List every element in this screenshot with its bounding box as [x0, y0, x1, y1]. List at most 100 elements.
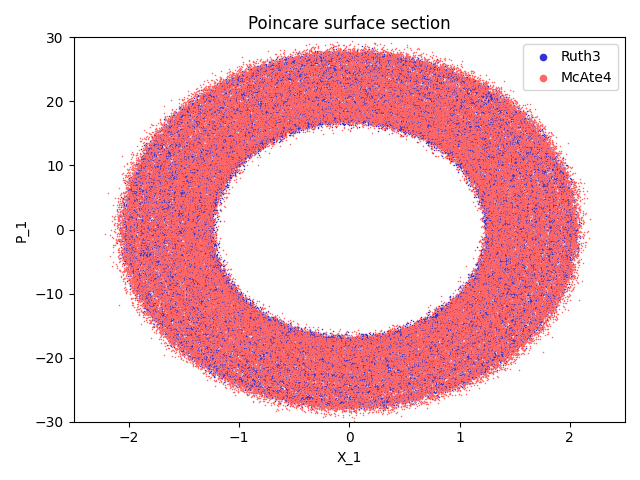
Point	[314, 377, 324, 384]
Point	[311, 81, 321, 89]
Point	[254, 369, 264, 377]
Point	[482, 106, 492, 113]
Point	[427, 328, 437, 336]
Point	[474, 116, 484, 123]
Point	[220, 298, 230, 305]
Point	[324, 334, 334, 342]
Point	[186, 249, 196, 257]
Ruth3	[518, 326, 528, 334]
Point	[545, 212, 556, 219]
Point	[327, 97, 337, 105]
Point	[243, 105, 253, 112]
Point	[459, 113, 469, 121]
Point	[291, 67, 301, 75]
McAte4	[275, 395, 285, 403]
Point	[268, 101, 278, 108]
Point	[467, 149, 477, 156]
Point	[316, 83, 326, 90]
Point	[290, 80, 300, 88]
Point	[154, 286, 164, 293]
Point	[457, 300, 467, 307]
Point	[447, 323, 457, 331]
Point	[157, 212, 167, 220]
Ruth3	[418, 389, 428, 397]
Ruth3	[230, 85, 240, 93]
Point	[317, 375, 328, 383]
Point	[490, 180, 500, 187]
Point	[371, 88, 381, 96]
Point	[213, 270, 223, 277]
Point	[403, 366, 413, 373]
Point	[405, 96, 415, 104]
Point	[434, 122, 444, 130]
Point	[438, 149, 448, 156]
McAte4	[536, 126, 547, 134]
Point	[248, 131, 258, 138]
Ruth3	[146, 138, 156, 146]
Ruth3	[540, 134, 550, 142]
Point	[328, 61, 338, 69]
Point	[300, 378, 310, 386]
Point	[444, 304, 454, 312]
Point	[285, 85, 296, 93]
Ruth3	[127, 222, 137, 230]
Point	[356, 76, 366, 84]
Point	[257, 312, 267, 320]
Point	[248, 112, 258, 120]
Point	[153, 175, 163, 183]
McAte4	[556, 268, 566, 276]
Point	[198, 246, 208, 254]
Point	[349, 361, 359, 369]
Ruth3	[196, 360, 206, 368]
Ruth3	[199, 356, 209, 363]
Point	[189, 331, 200, 339]
Point	[311, 336, 321, 344]
Point	[424, 370, 435, 378]
Point	[227, 373, 237, 381]
Point	[460, 350, 470, 358]
Point	[385, 350, 395, 358]
Point	[431, 319, 441, 327]
McAte4	[513, 103, 523, 110]
Point	[419, 329, 429, 337]
Ruth3	[273, 62, 284, 70]
Point	[322, 105, 332, 112]
McAte4	[269, 65, 279, 72]
Ruth3	[416, 389, 426, 397]
McAte4	[168, 329, 178, 337]
Point	[246, 345, 256, 352]
Point	[187, 183, 197, 191]
Point	[138, 230, 148, 238]
Point	[460, 289, 470, 297]
McAte4	[346, 396, 356, 404]
Point	[395, 381, 405, 388]
Point	[177, 172, 187, 180]
Point	[488, 125, 498, 133]
Point	[429, 83, 440, 90]
Point	[252, 106, 262, 114]
Point	[279, 112, 289, 120]
Point	[165, 261, 175, 269]
Point	[265, 102, 275, 109]
Point	[390, 112, 401, 120]
Point	[431, 139, 442, 146]
Point	[502, 275, 513, 282]
Point	[249, 123, 259, 131]
Point	[181, 166, 191, 174]
Point	[483, 246, 493, 254]
Point	[431, 361, 442, 369]
Point	[396, 115, 406, 123]
Point	[434, 325, 444, 333]
Point	[458, 342, 468, 350]
Point	[274, 123, 284, 131]
Point	[468, 351, 479, 359]
Point	[183, 224, 193, 232]
Point	[489, 163, 499, 170]
Point	[204, 258, 214, 266]
Point	[308, 333, 319, 340]
Point	[418, 354, 428, 361]
Ruth3	[523, 127, 533, 135]
McAte4	[340, 59, 350, 66]
Point	[463, 295, 473, 303]
Ruth3	[539, 299, 549, 307]
